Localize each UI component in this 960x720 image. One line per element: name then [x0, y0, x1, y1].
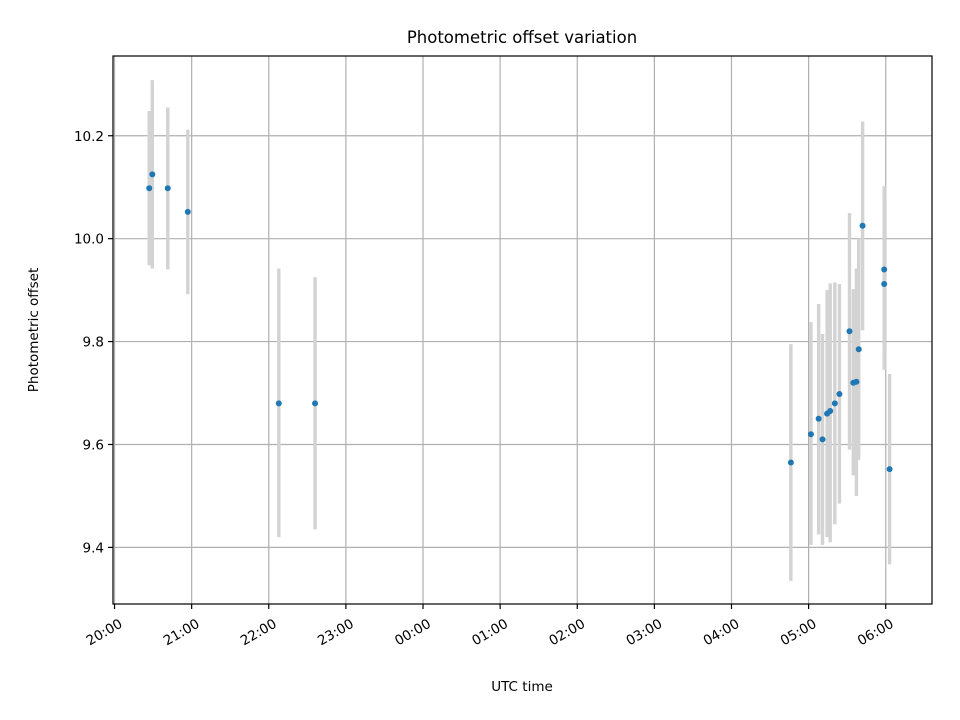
data-point [164, 185, 171, 192]
data-point [831, 400, 838, 407]
data-points [146, 171, 893, 473]
data-point [881, 280, 888, 287]
x-tick-label: 21:00 [161, 616, 203, 649]
x-tick-label: 01:00 [469, 616, 511, 649]
x-axis-ticks: 20:00 21:00 22:00 23:00 00:00 01:00 02:00 03:00… [84, 604, 897, 649]
data-point [819, 436, 826, 443]
grid-layer [113, 56, 932, 604]
x-tick-label: 00:00 [392, 616, 434, 649]
data-point [846, 328, 853, 335]
data-point [853, 378, 860, 385]
x-tick-label: 06:00 [855, 616, 897, 649]
y-tick-label: 10.0 [74, 232, 104, 248]
x-tick-label: 03:00 [623, 616, 665, 649]
error-bars [147, 80, 892, 581]
data-point [836, 391, 843, 398]
y-tick-label: 9.4 [83, 540, 104, 556]
y-axis-ticks: 9.4 9.6 9.8 10.0 10.2 [74, 129, 113, 556]
data-point [815, 415, 822, 422]
x-tick-label: 05:00 [778, 616, 820, 649]
chart-title: Photometric offset variation [407, 28, 637, 47]
data-point [149, 171, 156, 178]
data-point [275, 400, 282, 407]
data-point [881, 266, 888, 273]
x-tick-label: 02:00 [546, 616, 588, 649]
x-tick-label: 04:00 [701, 616, 743, 649]
data-point [787, 459, 794, 466]
y-tick-label: 9.6 [83, 437, 104, 453]
data-point [827, 408, 834, 415]
y-axis-label: Photometric offset [26, 268, 42, 392]
data-point [146, 185, 153, 192]
data-point [855, 346, 862, 353]
plot-frame [112, 55, 933, 605]
x-axis-label: UTC time [491, 679, 553, 695]
data-point [886, 466, 893, 473]
y-tick-label: 9.8 [83, 335, 104, 351]
x-tick-label: 22:00 [238, 616, 280, 649]
data-point [807, 431, 814, 438]
data-point [859, 222, 866, 229]
data-point [312, 400, 319, 407]
x-tick-label: 20:00 [84, 616, 126, 649]
y-tick-label: 10.2 [74, 129, 104, 145]
x-tick-label: 23:00 [315, 616, 357, 649]
data-point [184, 208, 191, 215]
